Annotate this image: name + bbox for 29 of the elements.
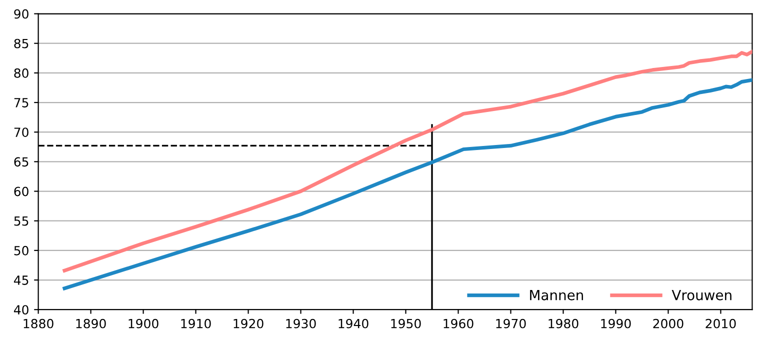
x-tick-label: 1990: [601, 318, 631, 328]
y-tick-label: 90: [14, 9, 28, 19]
x-tick-label: 2010: [706, 318, 736, 328]
x-tick-label: 1950: [391, 318, 421, 328]
y-tick-label: 40: [14, 305, 28, 315]
x-tick-label: 1980: [548, 318, 578, 328]
x-tick-label: 1970: [496, 318, 526, 328]
x-tick-label: 1880: [24, 318, 54, 328]
x-tick-label: 2000: [653, 318, 684, 328]
x-tick-label: 1940: [338, 318, 368, 328]
legend-label: Vrouwen: [672, 290, 732, 300]
x-tick-label: 1960: [444, 318, 474, 328]
y-tick-label: 85: [14, 38, 28, 48]
x-tick-label: 1920: [234, 318, 264, 328]
legend-label: Mannen: [530, 290, 583, 300]
x-tick-label: 1910: [181, 318, 211, 328]
line-series: [62, 50, 752, 272]
y-tick-label: 80: [14, 68, 28, 78]
x-tick-label: 1900: [128, 318, 158, 328]
y-tick-label: 70: [14, 128, 28, 138]
y-tick-label: 45: [14, 276, 28, 285]
y-tick-label: 75: [14, 98, 28, 108]
x-tick-label: 1930: [286, 318, 316, 328]
y-tick-label: 65: [14, 157, 28, 167]
line-series: [62, 78, 752, 290]
y-tick-label: 55: [14, 216, 28, 226]
x-tick-label: 1890: [76, 318, 106, 328]
y-tick-label: 50: [14, 246, 28, 256]
y-tick-label: 60: [14, 186, 28, 196]
